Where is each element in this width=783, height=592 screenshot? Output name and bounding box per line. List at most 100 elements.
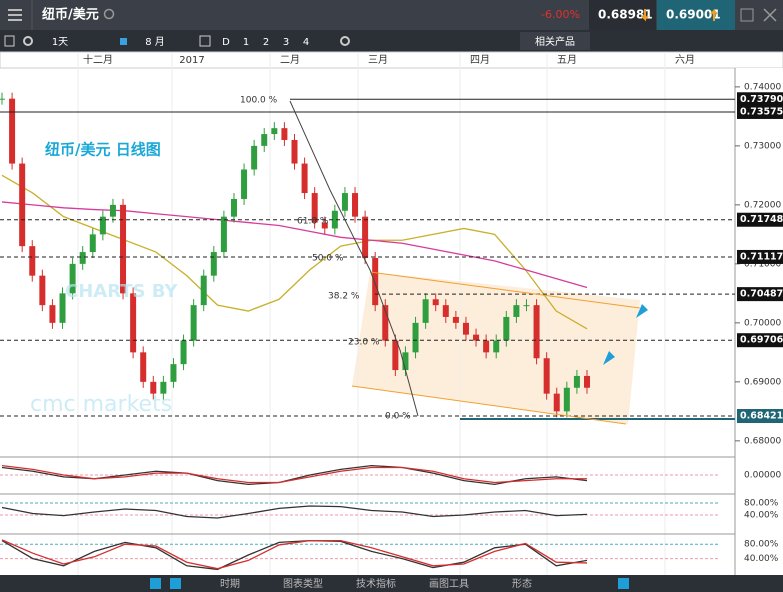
candle bbox=[251, 145, 258, 170]
buy-box[interactable] bbox=[657, 0, 735, 30]
candle bbox=[483, 340, 490, 353]
down-arrow bbox=[641, 9, 649, 22]
candle bbox=[563, 387, 570, 412]
candle bbox=[533, 305, 540, 359]
candle bbox=[473, 334, 480, 341]
channel-line bbox=[351, 385, 627, 425]
footer-tab[interactable]: 画图工具 bbox=[429, 578, 469, 590]
candle bbox=[513, 305, 520, 317]
candle bbox=[392, 340, 399, 371]
y-tick-label: 80.00% bbox=[744, 540, 779, 550]
level-tag bbox=[737, 104, 783, 119]
toolbar-button[interactable]: 1 bbox=[243, 37, 249, 48]
y-tick-label: 0.70000 bbox=[744, 318, 781, 328]
crosshair-icon[interactable] bbox=[618, 578, 629, 589]
toolbar-button[interactable]: 2 bbox=[263, 37, 269, 48]
y-tick-label: 0.73000 bbox=[744, 141, 781, 151]
menu-icon[interactable] bbox=[8, 9, 22, 21]
month-label: 十二月 bbox=[83, 53, 113, 66]
footer-tab[interactable]: 图表类型 bbox=[283, 577, 323, 590]
candle bbox=[220, 216, 227, 253]
indicator-line bbox=[1, 174, 588, 330]
candle bbox=[362, 216, 369, 258]
search-icon[interactable] bbox=[103, 8, 115, 20]
list-icon[interactable] bbox=[4, 35, 15, 47]
candle bbox=[281, 128, 288, 140]
indicator-line bbox=[1, 539, 588, 570]
candle bbox=[160, 381, 167, 394]
candle bbox=[230, 198, 237, 217]
level-label: 0.73575 bbox=[740, 106, 783, 117]
candle bbox=[59, 293, 66, 323]
close-icon[interactable] bbox=[763, 8, 777, 22]
alert-arrow[interactable] bbox=[603, 351, 615, 365]
y-tick-label: 0.72000 bbox=[744, 200, 781, 210]
candle bbox=[352, 193, 359, 217]
level-tag bbox=[737, 92, 783, 107]
month-label: 2017 bbox=[179, 55, 204, 66]
indicator-line bbox=[1, 201, 588, 289]
footer-tab[interactable]: 时期 bbox=[220, 578, 240, 590]
level-tag bbox=[737, 333, 783, 348]
time-axis bbox=[0, 51, 783, 69]
alert-arrow[interactable] bbox=[636, 304, 648, 318]
footer bbox=[0, 575, 783, 592]
fib-label: 61.8 % bbox=[297, 217, 329, 227]
candle bbox=[503, 316, 510, 341]
draw-icon[interactable] bbox=[150, 578, 161, 589]
indicator-line bbox=[1, 505, 588, 519]
level-tag bbox=[737, 212, 783, 227]
candle bbox=[69, 263, 76, 294]
sell-price: 0.68981 bbox=[598, 8, 653, 22]
toolbar-button[interactable]: 4 bbox=[303, 37, 309, 48]
fib-label: 0.0 % bbox=[385, 412, 411, 422]
related-button[interactable] bbox=[520, 32, 590, 50]
candle bbox=[150, 381, 157, 394]
candle bbox=[573, 375, 580, 388]
level-label: 0.71748 bbox=[740, 214, 783, 225]
buy-price: 0.69001 bbox=[666, 8, 721, 22]
candle bbox=[382, 305, 389, 341]
candle bbox=[241, 169, 248, 199]
interval[interactable]: 1天 bbox=[52, 37, 68, 48]
month-label: 四月 bbox=[470, 54, 490, 66]
footer-tab[interactable]: 形态 bbox=[512, 577, 532, 590]
candle bbox=[9, 98, 16, 164]
draw-icon[interactable] bbox=[170, 578, 181, 589]
candle bbox=[140, 352, 147, 382]
toolbar-button[interactable]: 3 bbox=[283, 37, 289, 48]
candle bbox=[442, 305, 449, 317]
indicator-line bbox=[1, 539, 588, 571]
candle bbox=[261, 134, 268, 146]
lock-icon[interactable] bbox=[120, 38, 127, 45]
candle bbox=[200, 275, 207, 306]
candle bbox=[89, 234, 96, 253]
settings-icon[interactable] bbox=[340, 36, 350, 46]
candle bbox=[29, 246, 36, 276]
month-label: 五月 bbox=[557, 54, 577, 66]
toolbar bbox=[0, 30, 783, 52]
level-tag bbox=[737, 287, 783, 302]
watermark: CHARTS BY bbox=[65, 281, 179, 302]
candle bbox=[39, 275, 46, 306]
up-arrow bbox=[710, 8, 718, 21]
watermark: cmc markets bbox=[30, 392, 172, 417]
range[interactable]: 8 月 bbox=[145, 36, 165, 48]
candle bbox=[271, 128, 278, 135]
indicator-line bbox=[1, 464, 588, 486]
toolbar-button[interactable]: D bbox=[222, 37, 230, 48]
symbol[interactable]: 纽币/美元 bbox=[42, 7, 99, 23]
candle bbox=[452, 316, 459, 323]
candle bbox=[422, 299, 429, 323]
calendar-icon[interactable] bbox=[199, 35, 211, 47]
candle bbox=[190, 305, 197, 341]
footer-tab[interactable]: 技术指标 bbox=[356, 577, 396, 590]
candle bbox=[0, 98, 5, 100]
fib-line bbox=[289, 100, 419, 417]
settings-icon[interactable] bbox=[23, 36, 33, 46]
related-label: 相关产品 bbox=[535, 35, 575, 48]
fib-label: 100.0 % bbox=[240, 96, 278, 106]
month-label: 六月 bbox=[675, 54, 695, 66]
window-icon[interactable] bbox=[740, 8, 754, 22]
